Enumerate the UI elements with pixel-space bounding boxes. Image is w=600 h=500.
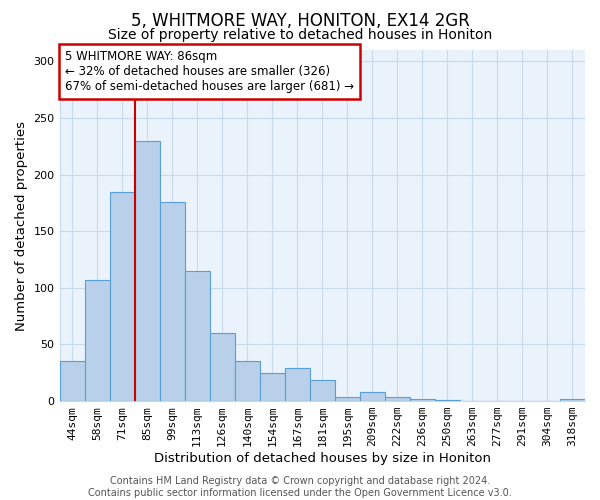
Bar [85,280,110,401]
Bar [435,400,460,401]
Bar [410,399,435,401]
Bar [59,362,85,401]
Bar [209,333,235,401]
Bar [110,192,134,401]
Bar [260,373,285,401]
Bar [285,368,310,401]
Bar [134,140,160,401]
Bar [360,392,385,401]
Bar [310,380,335,401]
X-axis label: Distribution of detached houses by size in Honiton: Distribution of detached houses by size … [154,452,491,465]
Bar [385,396,410,401]
Bar [335,396,360,401]
Bar [185,271,209,401]
Bar [235,362,260,401]
Bar [560,399,585,401]
Text: Contains HM Land Registry data © Crown copyright and database right 2024.
Contai: Contains HM Land Registry data © Crown c… [88,476,512,498]
Text: Size of property relative to detached houses in Honiton: Size of property relative to detached ho… [108,28,492,42]
Text: 5, WHITMORE WAY, HONITON, EX14 2GR: 5, WHITMORE WAY, HONITON, EX14 2GR [131,12,469,30]
Bar [160,202,185,401]
Y-axis label: Number of detached properties: Number of detached properties [15,120,28,330]
Text: 5 WHITMORE WAY: 86sqm
← 32% of detached houses are smaller (326)
67% of semi-det: 5 WHITMORE WAY: 86sqm ← 32% of detached … [65,50,353,93]
